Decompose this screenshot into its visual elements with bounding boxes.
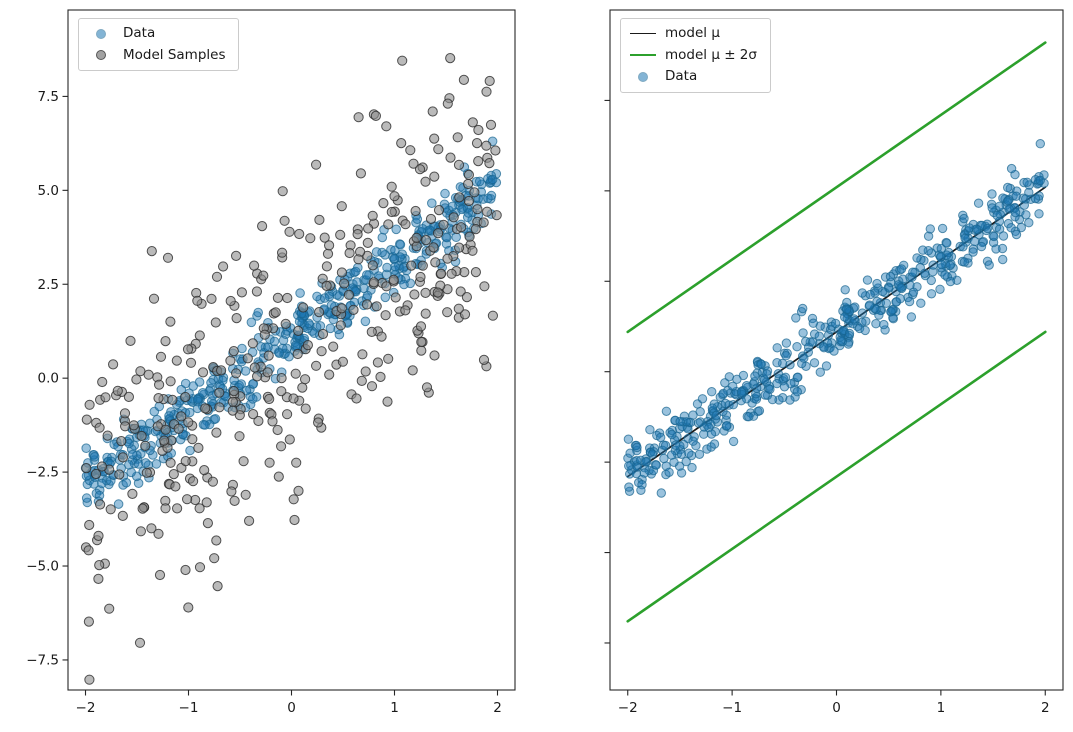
legend-label: model μ [665,25,720,41]
legend-entry: model μ [629,25,757,41]
left-axes: −2 −1 0 1 2 −7.5 −5.0 −2.5 0.0 2.5 5.0 7.5 [26,9,516,716]
left-plot-area [80,53,502,685]
legend-entry: Model Samples [87,46,226,63]
left-x-tick-label: 0 [287,700,296,716]
left-x-tick-label: −1 [179,700,199,716]
left-y-tick-label: 5.0 [38,183,59,199]
legend-label: Model Samples [123,46,226,63]
left-series-data [80,136,502,509]
left-y-tick-label: 7.5 [38,89,59,105]
left-x-tick-label: −2 [76,700,96,716]
left-x-tick-label: 2 [493,700,502,716]
right-plot-legend: model μ model μ ± 2σ Data [620,18,771,93]
legend-dot-marker [629,71,657,82]
right-x-tick-label: 0 [832,700,841,716]
left-x-tick-label: 1 [390,700,399,716]
legend-entry: model μ ± 2σ [629,46,757,63]
legend-label: Data [123,25,156,41]
right-x-tick-label: 2 [1041,700,1050,716]
right-plot-area [623,41,1049,623]
left-y-tick-label: −2.5 [26,465,59,481]
legend-dot-marker [87,50,115,61]
right-x-tick-label: 1 [937,700,946,716]
right-x-tick-label: −1 [722,700,742,716]
left-y-tick-label: −7.5 [26,652,59,668]
legend-entry: Data [629,68,757,84]
legend-line-marker [629,54,657,57]
left-y-tick-label: 0.0 [38,371,59,387]
right-model-line [626,41,1047,334]
legend-entry: Data [87,25,225,41]
right-x-tick-label: −2 [618,700,638,716]
right-axes: −2 −1 0 1 2 [604,9,1064,716]
right-series-data [623,139,1049,498]
left-y-tick-label: −5.0 [26,559,59,575]
left-plot-legend: Data Model Samples [78,18,240,71]
legend-line-marker [629,33,657,35]
legend-label: model μ ± 2σ [665,46,757,63]
legend-dot-marker [87,28,115,39]
left-y-tick-label: 2.5 [38,277,59,293]
legend-label: Data [665,68,698,84]
right-model-line [626,330,1047,623]
right-model-line [626,186,1047,478]
left-series-model-samples [80,53,502,685]
